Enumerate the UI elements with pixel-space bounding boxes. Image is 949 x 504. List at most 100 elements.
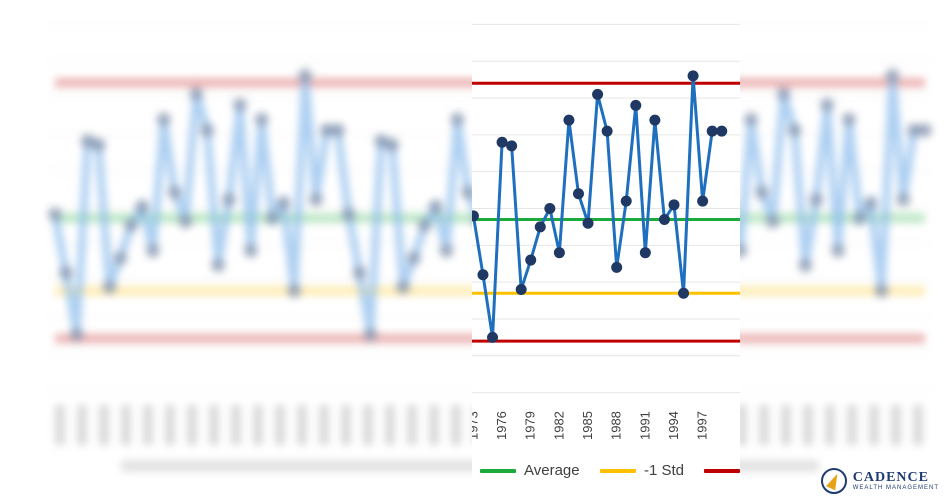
bg-data-point: [211, 258, 226, 273]
x-tick-label: 1973: [472, 411, 480, 440]
bg-data-point: [363, 327, 378, 342]
bg-data-point: [439, 243, 454, 258]
bg-data-point: [852, 210, 867, 225]
bg-data-point: [276, 196, 291, 211]
bg-data-point: [124, 218, 139, 233]
x-tick-label: 1976: [494, 411, 509, 440]
bg-data-point: [417, 218, 432, 233]
bg-data-point: [754, 185, 769, 200]
data-point: [515, 284, 527, 296]
data-point: [477, 269, 489, 281]
bg-data-point: [809, 192, 824, 207]
data-point: [534, 221, 546, 233]
bg-data-point: [319, 123, 334, 138]
bg-tick-label: [385, 405, 395, 445]
bg-tick-label: [847, 405, 857, 445]
bg-data-point: [406, 251, 421, 266]
legend-label-average: Average: [524, 462, 580, 479]
bg-data-point: [396, 280, 410, 295]
bg-data-point: [374, 134, 389, 149]
bg-data-point: [189, 86, 204, 101]
bg-tick-label: [341, 405, 351, 445]
bg-data-point: [80, 134, 95, 149]
bg-data-point: [831, 243, 845, 258]
chart-focus-panel: 1973 1976 1979 1982 1985 1988 1991 1994 1997: [472, 0, 740, 504]
data-point: [678, 287, 690, 299]
bg-data-point: [461, 185, 476, 200]
bg-tick-label: [209, 405, 219, 445]
data-point: [697, 195, 709, 207]
x-tick-label: 1994: [666, 411, 681, 440]
bg-tick-label: [451, 405, 461, 445]
data-point: [563, 114, 575, 126]
legend-label-minus-1-std: -1 Std: [644, 462, 685, 479]
data-point: [487, 331, 499, 343]
bg-tick-label: [165, 405, 175, 445]
data-point: [572, 188, 584, 200]
legend-swatch-red: [704, 469, 740, 474]
x-tick-label: 1979: [523, 411, 538, 440]
bg-data-point: [896, 192, 911, 207]
x-tick-label: 1988: [609, 411, 624, 440]
bg-tick-label: [319, 405, 329, 445]
brand-tagline: WEALTH MANAGEMENT: [852, 485, 939, 491]
bg-data-point: [765, 214, 780, 229]
bg-data-point: [222, 192, 236, 207]
legend-item-minus-1-std: -1 Std: [600, 462, 684, 479]
bg-data-point: [428, 200, 443, 214]
bg-data-point: [145, 243, 160, 258]
data-point: [496, 136, 508, 148]
bg-tick-label: [231, 405, 241, 445]
chart-legend: Average -1 Std: [472, 458, 740, 488]
bg-tick-label: [737, 405, 747, 445]
bg-data-point: [885, 68, 900, 83]
data-point: [506, 140, 518, 152]
data-point: [630, 99, 642, 111]
bg-data-point: [918, 123, 932, 138]
data-point: [639, 247, 651, 259]
legend-swatch-average: [480, 469, 516, 474]
bg-data-point: [863, 196, 878, 211]
bg-data-point: [330, 123, 345, 138]
bg-data-point: [254, 112, 269, 127]
bg-data-point: [298, 68, 313, 83]
bg-data-point: [385, 137, 400, 152]
bg-tick-label: [363, 405, 373, 445]
bg-data-point: [341, 207, 356, 222]
bg-data-point: [820, 97, 835, 112]
bg-tick-label: [429, 405, 439, 445]
data-point: [716, 125, 728, 137]
legend-item-average: Average: [480, 462, 580, 479]
bg-tick-label: [143, 405, 153, 445]
bg-data-point: [287, 284, 302, 299]
data-point: [601, 125, 613, 137]
bg-data-point: [200, 123, 215, 138]
x-tick-label: 1982: [551, 411, 566, 440]
brand-name: CADENCE: [852, 470, 929, 485]
bg-data-point: [232, 97, 247, 112]
data-point: [553, 247, 565, 259]
bg-data-point: [178, 214, 193, 229]
data-point: [592, 88, 604, 100]
bg-data-point: [113, 251, 128, 266]
bg-data-point: [798, 258, 813, 273]
bg-data-point: [309, 192, 323, 207]
bg-data-point: [102, 280, 117, 295]
brand-logo: CADENCE WEALTH MANAGEMENT: [820, 468, 939, 494]
bg-data-point: [874, 284, 889, 299]
bg-data-point: [48, 207, 62, 222]
bg-data-point: [167, 185, 182, 200]
bg-data-point: [450, 112, 465, 127]
data-point: [525, 254, 537, 266]
bg-tick-label: [187, 405, 197, 445]
bg-data-point: [352, 265, 367, 280]
data-point: [687, 70, 699, 82]
line-chart: 1973 1976 1979 1982 1985 1988 1991 1994 1997: [472, 23, 740, 440]
bg-tick-label: [77, 405, 87, 445]
bg-tick-label: [407, 405, 417, 445]
bg-tick-label: [55, 405, 65, 445]
data-point: [620, 195, 632, 207]
bg-data-point: [744, 112, 758, 127]
bg-tick-label: [891, 405, 901, 445]
bg-data-point: [58, 265, 73, 280]
